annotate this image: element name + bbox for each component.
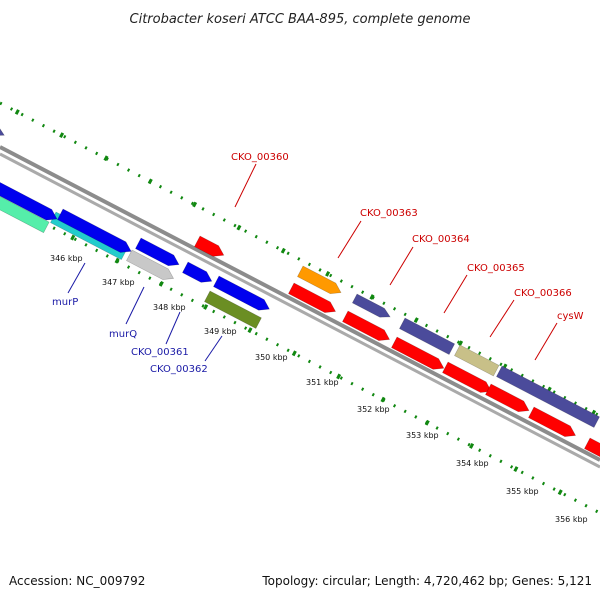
tick-label-351: 351 kbp (306, 378, 339, 387)
gene-red-b (342, 310, 391, 341)
topology-text: Topology: circular; Length: 4,720,462 bp… (261, 574, 592, 588)
gene-blue-4 (182, 261, 213, 283)
tick-label-356: 356 kbp (555, 515, 588, 524)
leader-CKO_00366 (489, 299, 515, 338)
label-CKO_00363: CKO_00363 (360, 208, 418, 219)
leader-cysW (534, 322, 558, 361)
tick-label-352: 352 kbp (357, 405, 390, 414)
inner-minor-ticks (0, 198, 600, 515)
tick-label-349: 349 kbp (204, 327, 237, 336)
label-CKO_00364: CKO_00364 (412, 234, 470, 245)
kbp-tick-labels: 346 kbp 347 kbp 348 kbp 349 kbp 350 kbp … (50, 254, 588, 524)
label-CKO_00362: CKO_00362 (150, 364, 208, 375)
backbone-inner-line (0, 152, 600, 469)
gene-red-a (288, 282, 337, 313)
tick-label-355: 355 kbp (506, 487, 539, 496)
gene-blue-1 (0, 171, 58, 221)
accession-text: Accession: NC_009792 (9, 574, 145, 588)
gene-red-small (194, 235, 225, 257)
gene-red-g (584, 437, 600, 459)
outer-major-ticks (0, 100, 600, 419)
tick-label-354: 354 kbp (456, 459, 489, 468)
gene-olive (204, 290, 262, 329)
backbone-outer-line (0, 145, 600, 462)
leader-CKO_00362 (204, 335, 223, 362)
backbone (0, 145, 600, 469)
gene-red-e (485, 383, 530, 413)
gene-navy-edge (0, 116, 5, 136)
gene-navy-long (399, 317, 456, 355)
gene-red-d (442, 361, 492, 393)
gene-navy-small (351, 293, 391, 318)
label-cysW: cysW (557, 311, 584, 322)
label-murQ: murQ (109, 329, 137, 340)
leader-murQ (125, 286, 145, 325)
gene-khaki (454, 344, 500, 377)
leader-CKO_00365 (443, 274, 468, 314)
tick-label-347: 347 kbp (102, 278, 135, 287)
leader-CKO_00364 (389, 246, 414, 286)
gene-murP-strip (0, 185, 50, 234)
gene-blue-2 (57, 208, 132, 253)
tick-label-348: 348 kbp (153, 303, 186, 312)
inner-tick-ring (0, 198, 600, 516)
label-CKO_00365: CKO_00365 (467, 263, 525, 274)
gene-red-f (528, 406, 577, 437)
label-leaders (67, 163, 558, 362)
map-title: Citrobacter koseri ATCC BAA-895, complet… (130, 12, 471, 27)
leader-CKO_00361 (165, 311, 181, 345)
label-murP: murP (52, 297, 78, 308)
label-CKO_00361: CKO_00361 (131, 347, 189, 358)
tick-label-350: 350 kbp (255, 353, 288, 362)
outer-tick-ring (0, 100, 600, 419)
label-CKO_00360: CKO_00360 (231, 152, 289, 163)
gene-red-c (391, 336, 445, 370)
gene-gray-murQ (126, 249, 175, 280)
tick-label-346: 346 kbp (50, 254, 83, 263)
leader-murP (67, 262, 86, 294)
gene-labels: CKO_00360 CKO_00363 CKO_00364 CKO_00365 … (52, 152, 584, 375)
label-CKO_00366: CKO_00366 (514, 288, 572, 299)
gene-track (0, 116, 600, 459)
inner-major-ticks (18, 207, 600, 516)
gene-orange (297, 265, 342, 295)
leader-CKO_00360 (234, 163, 257, 208)
gene-navy-cysW (496, 365, 600, 428)
gene-blue-3 (135, 237, 180, 267)
leader-CKO_00363 (337, 220, 362, 259)
tick-label-353: 353 kbp (406, 431, 439, 440)
gene-blue-5 (213, 275, 270, 311)
